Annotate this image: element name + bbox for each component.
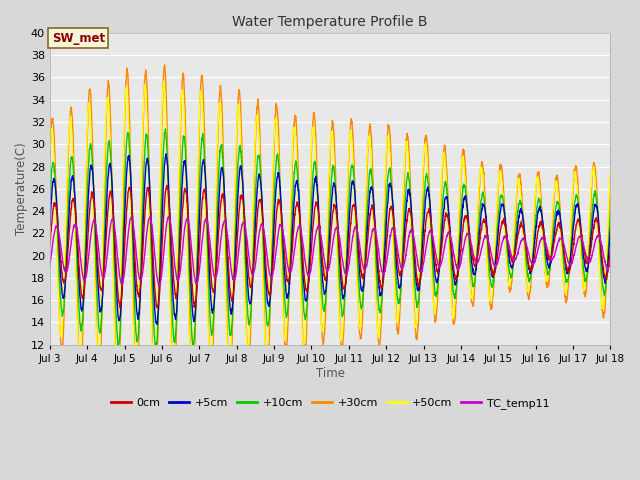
+50cm <box>160 78 168 84</box>
+10cm <box>493 225 501 231</box>
Text: SW_met: SW_met <box>52 32 105 45</box>
0cm <box>203 206 211 212</box>
+10cm <box>557 226 565 231</box>
+50cm <box>347 128 355 134</box>
+5cm <box>46 223 54 229</box>
TC_temp11 <box>573 241 580 247</box>
+10cm <box>114 342 122 348</box>
TC_temp11 <box>493 261 501 267</box>
Line: +50cm: +50cm <box>50 81 611 345</box>
+30cm <box>607 173 614 179</box>
Line: 0cm: 0cm <box>50 185 611 308</box>
+5cm <box>203 203 211 208</box>
+5cm <box>557 224 565 229</box>
0cm <box>573 219 580 225</box>
+30cm <box>46 155 54 160</box>
+10cm <box>359 295 367 300</box>
+30cm <box>161 62 168 68</box>
TC_temp11 <box>46 263 54 269</box>
Y-axis label: Temperature(C): Temperature(C) <box>15 143 28 235</box>
TC_temp11 <box>347 249 355 254</box>
+5cm <box>359 288 367 293</box>
+5cm <box>162 151 170 157</box>
+30cm <box>203 237 211 243</box>
0cm <box>359 274 367 279</box>
Line: +10cm: +10cm <box>50 129 611 345</box>
Line: +5cm: +5cm <box>50 154 611 324</box>
+10cm <box>203 217 211 223</box>
+30cm <box>359 301 367 307</box>
0cm <box>46 243 54 249</box>
+30cm <box>573 171 580 177</box>
+10cm <box>573 194 580 200</box>
+30cm <box>493 201 501 207</box>
0cm <box>607 247 614 252</box>
+50cm <box>359 277 367 283</box>
+30cm <box>57 342 65 348</box>
+50cm <box>557 245 565 251</box>
+5cm <box>607 226 614 232</box>
0cm <box>116 305 124 311</box>
0cm <box>493 252 501 258</box>
+50cm <box>573 185 580 191</box>
+10cm <box>607 209 614 215</box>
+10cm <box>161 126 169 132</box>
TC_temp11 <box>359 263 367 269</box>
+30cm <box>557 232 565 238</box>
+50cm <box>203 269 211 275</box>
+10cm <box>46 200 54 206</box>
+5cm <box>573 203 580 209</box>
+5cm <box>493 239 501 245</box>
TC_temp11 <box>155 283 163 289</box>
0cm <box>557 228 565 234</box>
+10cm <box>347 169 355 175</box>
+50cm <box>75 342 83 348</box>
+50cm <box>46 147 54 153</box>
Line: TC_temp11: TC_temp11 <box>50 216 611 286</box>
Title: Water Temperature Profile B: Water Temperature Profile B <box>232 15 428 29</box>
+5cm <box>347 191 355 197</box>
TC_temp11 <box>165 214 173 219</box>
TC_temp11 <box>203 216 211 222</box>
+5cm <box>153 322 161 327</box>
Line: +30cm: +30cm <box>50 65 611 345</box>
TC_temp11 <box>557 236 565 242</box>
X-axis label: Time: Time <box>316 367 345 380</box>
Legend: 0cm, +5cm, +10cm, +30cm, +50cm, TC_temp11: 0cm, +5cm, +10cm, +30cm, +50cm, TC_temp1… <box>106 394 554 414</box>
0cm <box>163 182 171 188</box>
0cm <box>347 221 355 227</box>
+50cm <box>493 190 501 196</box>
+30cm <box>347 119 355 125</box>
+50cm <box>607 168 614 174</box>
TC_temp11 <box>607 259 614 264</box>
